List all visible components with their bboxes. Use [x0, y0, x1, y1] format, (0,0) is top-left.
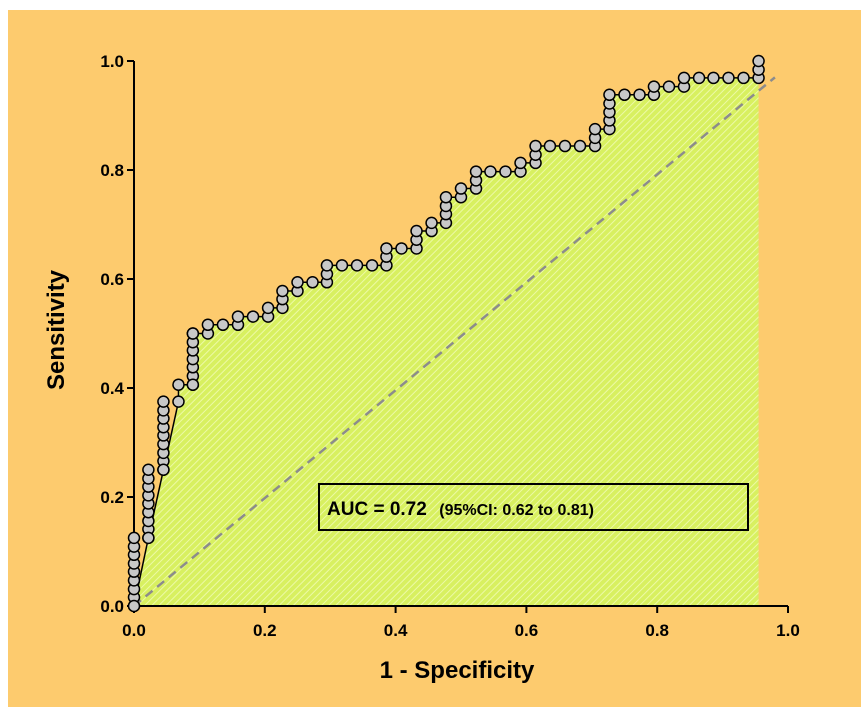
roc-point — [142, 463, 155, 476]
roc-point — [484, 165, 497, 178]
y-tick-label: 1.0 — [100, 52, 124, 71]
roc-point — [127, 599, 141, 613]
roc-point — [231, 310, 245, 323]
x-tick-label: 0.0 — [122, 621, 146, 640]
roc-point — [558, 139, 572, 153]
roc-point — [350, 259, 364, 272]
roc-point — [410, 224, 423, 238]
roc-point — [365, 259, 379, 272]
roc-point — [172, 378, 185, 391]
roc-point — [142, 531, 155, 545]
y-tick-label: 0.4 — [100, 379, 124, 398]
y-axis-title: Sensitivity — [43, 269, 70, 390]
svg-text:AUC = 0.72 (95%CI: 0.62: AUC = 0.72 (95%CI: 0.62 to 0.81) — [327, 499, 594, 520]
roc-point — [514, 156, 527, 170]
y-tick-label: 0.0 — [100, 597, 124, 616]
roc-point — [276, 284, 289, 298]
auc-value-label: AUC = 0.72 — [327, 499, 427, 520]
roc-point — [603, 88, 616, 102]
y-tick-label: 0.6 — [100, 270, 124, 289]
auc-annotation: AUC = 0.72 (95%CI: 0.62 to 0.81) — [318, 483, 749, 531]
roc-point — [469, 165, 483, 178]
roc-point — [454, 182, 468, 195]
roc-point — [529, 139, 542, 153]
y-tick-label: 0.8 — [100, 161, 124, 180]
roc-point — [737, 71, 750, 85]
x-tick-label: 0.2 — [253, 621, 277, 640]
roc-point — [543, 139, 557, 153]
roc-point — [201, 318, 215, 332]
roc-point — [291, 276, 304, 289]
roc-point — [157, 463, 170, 476]
roc-point — [618, 88, 631, 102]
x-axis-title: 1 - Specificity — [380, 657, 535, 684]
roc-point — [380, 242, 393, 255]
roc-point — [306, 276, 319, 289]
y-tick-label: 0.2 — [100, 488, 124, 507]
roc-point — [261, 301, 275, 315]
roc-point — [157, 395, 170, 408]
x-tick-label: 0.4 — [384, 621, 408, 640]
auc-annotation-box — [318, 483, 749, 531]
roc-point — [186, 327, 200, 340]
x-tick-label: 0.6 — [515, 621, 539, 640]
roc-point — [127, 531, 141, 545]
roc-point — [395, 242, 408, 255]
reference-diagonal-line — [133, 76, 776, 607]
auc-area — [134, 61, 759, 606]
roc-point — [186, 378, 200, 391]
roc-point — [320, 259, 334, 272]
roc-point — [752, 54, 765, 68]
roc-point — [499, 165, 512, 178]
x-tick-label: 1.0 — [776, 621, 800, 640]
roc-point — [647, 80, 661, 93]
roc-point — [633, 88, 646, 102]
roc-point — [216, 318, 230, 332]
roc-point — [677, 71, 691, 85]
roc-point — [573, 139, 587, 153]
roc-point — [662, 80, 676, 93]
roc-point — [335, 259, 349, 272]
roc-point — [722, 71, 735, 85]
roc-point — [692, 71, 706, 85]
roc-point — [246, 310, 260, 323]
auc-ci-label: (95%CI: 0.62 to 0.81) — [439, 502, 594, 519]
roc-point — [439, 191, 453, 204]
roc-point — [588, 122, 602, 136]
roc-point — [425, 216, 438, 230]
roc-point — [707, 71, 720, 85]
x-tick-label: 0.8 — [645, 621, 669, 640]
roc-point — [172, 395, 185, 408]
